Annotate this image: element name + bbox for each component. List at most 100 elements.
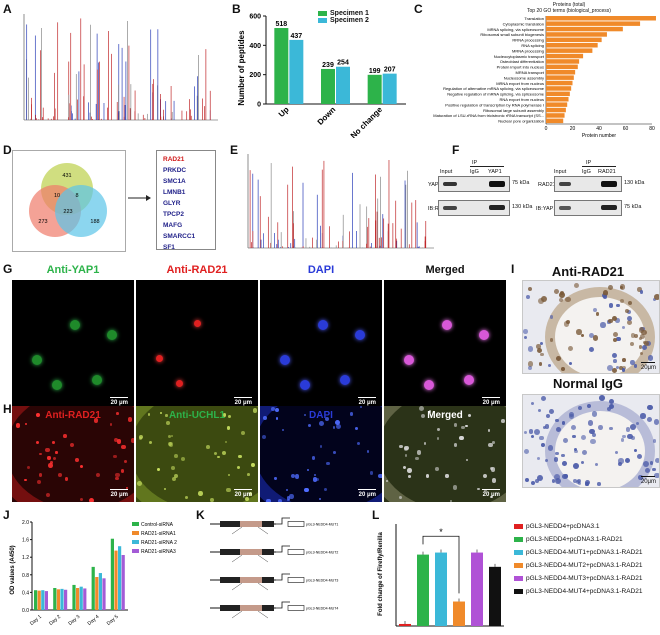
ihc-scale-2: 20μm bbox=[640, 479, 656, 485]
bar bbox=[546, 53, 584, 59]
bar bbox=[53, 588, 57, 610]
wb-left-kda2: 130 kDa bbox=[512, 204, 533, 210]
gene-item: GLYR bbox=[163, 200, 181, 207]
bar-value-label: 518 bbox=[275, 21, 287, 28]
legend-label: pGL3-NEDD4-MUT2+pcDNA3.1-RAD21 bbox=[526, 562, 643, 569]
legend-label: RAD21-siRNA3 bbox=[141, 549, 176, 555]
tick-label-y: MRNA transport bbox=[516, 70, 545, 75]
legend-swatch bbox=[514, 588, 523, 594]
luciferase-box bbox=[287, 577, 305, 583]
ihc-title-2: Normal IgG bbox=[552, 376, 624, 391]
bar bbox=[114, 550, 118, 610]
bar bbox=[91, 566, 95, 610]
wb-left-blot2 bbox=[438, 200, 510, 216]
micrograph-anti-yap1: 20 μm bbox=[12, 280, 134, 410]
venn-num: 431 bbox=[62, 173, 71, 179]
tick-label-x: Day 4 bbox=[87, 614, 101, 627]
wb-left-kda1: 75 kDa bbox=[512, 180, 530, 186]
scale-bar bbox=[482, 488, 500, 490]
construct-block bbox=[262, 605, 274, 611]
venn-num: 10 bbox=[54, 193, 60, 199]
promoter-arrow bbox=[276, 545, 290, 553]
legend-label: pGL3-NEDD4+pcDNA3.1 bbox=[526, 523, 600, 530]
scale-label: 20 μm bbox=[358, 492, 376, 498]
bar bbox=[110, 538, 114, 610]
venn-num: 188 bbox=[90, 219, 99, 225]
venn-num: 223 bbox=[63, 209, 72, 215]
micrograph-title: Anti-RAD21 bbox=[45, 410, 101, 421]
tick-label-y: RNA splicing bbox=[521, 43, 544, 48]
micrograph-title: DAPI bbox=[309, 410, 333, 421]
panel-label-i: I bbox=[511, 262, 515, 276]
construct-mutation bbox=[240, 605, 262, 611]
bar bbox=[546, 43, 598, 48]
micrograph-title: Anti-YAP1 bbox=[46, 264, 100, 276]
venn-diagram: 431 10 8 223 273 188 bbox=[29, 163, 107, 237]
constructs-k: pGL3-NEDD4-MUT1 pGL3-NEDD4-MUT2 pGL3-NEDD4… bbox=[210, 517, 338, 619]
promoter-arrow bbox=[276, 517, 290, 525]
construct-block bbox=[262, 549, 274, 555]
tick-label-y: 200 bbox=[249, 72, 261, 79]
venn-box: 431 10 8 223 273 188 bbox=[12, 150, 126, 252]
bar bbox=[546, 59, 580, 64]
gene-item: TPCP2 bbox=[163, 211, 184, 218]
panel-label-b: B bbox=[232, 2, 241, 16]
bar-value-label: 239 bbox=[322, 62, 334, 69]
construct-block bbox=[220, 549, 240, 555]
bar bbox=[546, 80, 573, 86]
bar bbox=[546, 16, 656, 21]
scale-label: 20 μm bbox=[110, 492, 128, 498]
tick-label-y: Nucleosome assembly bbox=[504, 75, 544, 80]
tick-label-y: Ribosomal large subunit assembly bbox=[483, 108, 544, 113]
micrograph-merged: Merged 20 μm bbox=[384, 406, 506, 502]
legend-label: RAD21-siRNA 2 bbox=[141, 540, 177, 546]
legend-swatch bbox=[132, 522, 139, 526]
bar-value-label: 199 bbox=[369, 68, 381, 75]
micrograph-title: Merged bbox=[425, 264, 465, 276]
western-blot-f: IP Input IgG YAP1 YAP1 IB:RAD21 75 kDa 1… bbox=[428, 160, 658, 250]
bar-value-label: 437 bbox=[290, 33, 302, 40]
bar bbox=[37, 590, 41, 610]
construct-label: pGL3-NEDD4-MUT3 bbox=[306, 579, 338, 583]
micrograph-title: Anti-UCHL1 bbox=[168, 410, 226, 421]
wb-right-blot1 bbox=[554, 176, 622, 192]
venn-num: 8 bbox=[75, 193, 78, 199]
scale-label: 20 μm bbox=[110, 400, 128, 406]
bar bbox=[546, 32, 607, 37]
scale-bar bbox=[358, 396, 376, 398]
tick-label-y: 0.8 bbox=[22, 573, 29, 579]
bar bbox=[546, 113, 565, 118]
bar bbox=[336, 66, 350, 104]
tick-label-y: 600 bbox=[249, 14, 261, 21]
tick-label-y: Protein import into nucleus bbox=[497, 65, 544, 70]
tick-label-y: RNA export from nucleus bbox=[500, 97, 544, 102]
tick-label-x: 60 bbox=[623, 126, 629, 132]
wb-right-input: Input bbox=[554, 169, 567, 175]
bar bbox=[546, 64, 578, 70]
legend-swatch bbox=[132, 531, 139, 535]
bar bbox=[417, 554, 429, 626]
wb-left-ab: YAP1 bbox=[488, 169, 502, 175]
legend-label: pGL3-NEDD4-MUT3+pcDNA3.1-RAD21 bbox=[526, 575, 643, 582]
arrow-icon bbox=[128, 195, 151, 201]
legend-label: pGL3-NEDD4+pcDNA3.1-RAD21 bbox=[526, 536, 623, 543]
panel-label-d: D bbox=[3, 143, 12, 157]
bar bbox=[83, 588, 87, 610]
bar bbox=[34, 590, 38, 610]
tick-label-y: Translation bbox=[524, 16, 544, 21]
micrograph-anti-rad21: Anti-RAD21 20 μm bbox=[12, 406, 134, 502]
tick-label-y: MRNA splicing, via spliceosome bbox=[487, 27, 544, 32]
tick-label-y: Nuclear pore organization bbox=[498, 119, 544, 124]
bar bbox=[121, 555, 125, 610]
bar bbox=[60, 588, 64, 610]
legend-swatch bbox=[514, 523, 523, 529]
bar bbox=[546, 75, 574, 80]
construct-label: pGL3-NEDD4-MUT1 bbox=[306, 523, 338, 527]
scale-bar bbox=[110, 488, 128, 490]
chart-b-legend: Specimen 1 Specimen 2 bbox=[318, 10, 369, 24]
legend-item: pGL3-NEDD4-MUT3+pcDNA3.1-RAD21 bbox=[514, 572, 643, 585]
tick-label-x: Day 1 bbox=[29, 614, 43, 627]
bar bbox=[546, 118, 564, 124]
